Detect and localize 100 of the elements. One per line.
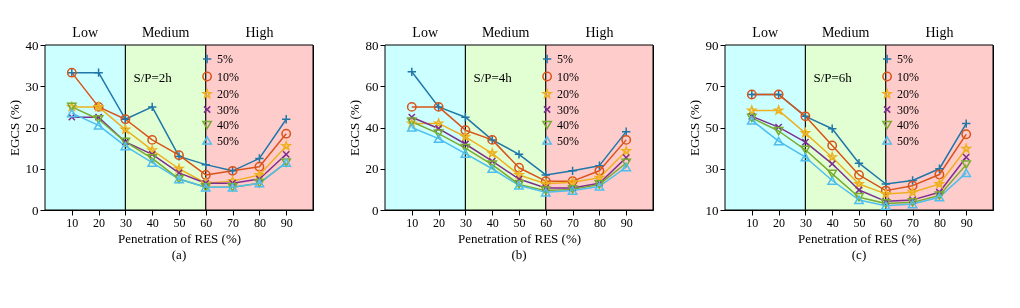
point (827, 176, 838, 185)
x-axis-title: Penetration of RES (%) (797, 230, 922, 246)
point (827, 140, 838, 151)
legend-label: 30% (557, 102, 580, 117)
y-tick-label: 90 (705, 37, 719, 53)
point (854, 158, 864, 169)
point (827, 169, 838, 179)
point (281, 128, 292, 139)
x-tick-label: 60 (200, 215, 213, 230)
text: (b) (511, 247, 527, 262)
point (433, 129, 444, 139)
point (828, 159, 837, 168)
point (854, 170, 864, 180)
x-tick-label: 80 (593, 215, 606, 230)
band-label: Low (72, 25, 99, 40)
x-tick-label: 50 (513, 215, 526, 230)
point (907, 187, 918, 197)
point (460, 149, 471, 159)
x-tick-label: 10 (746, 215, 759, 230)
y-tick-label: 40 (25, 37, 39, 53)
annotation: S/P=4h (473, 70, 513, 85)
annotation: S/P=2h (133, 70, 173, 85)
point (200, 159, 211, 170)
x-tick-label: 30 (119, 215, 132, 230)
x-tick-label: 20 (93, 215, 106, 230)
band-label: Low (412, 25, 439, 40)
y-tick-label: 40 (365, 120, 379, 135)
point (540, 170, 551, 180)
point (514, 162, 524, 173)
point (460, 125, 471, 136)
y-tick-label: 20 (365, 161, 379, 177)
point (147, 154, 158, 163)
y-tick-label: 30 (705, 161, 719, 177)
legend-label: 20% (217, 87, 240, 101)
point (487, 160, 498, 169)
point (621, 162, 632, 172)
legend-label: 40% (217, 118, 240, 132)
x-tick-label: 50 (173, 215, 186, 230)
y-tick-label: 0 (372, 202, 379, 218)
y-tick-label: 50 (705, 120, 719, 135)
legend-label: 50% (557, 133, 580, 148)
point (433, 118, 444, 128)
point (254, 161, 265, 172)
x-tick-label: 30 (459, 215, 472, 230)
x-tick-label: 90 (960, 215, 973, 230)
band-label: High (245, 25, 274, 40)
y-axis-title: EGCS (%) (6, 100, 22, 156)
y-tick-label: 70 (705, 78, 719, 94)
point (200, 170, 211, 180)
point (621, 158, 632, 168)
point (907, 180, 918, 191)
band-label: Medium (481, 25, 530, 40)
x-tick-label: 30 (799, 215, 812, 230)
legend-label: 5% (557, 52, 574, 66)
point (567, 165, 578, 176)
legend-label: 50% (897, 133, 920, 148)
point (773, 105, 784, 115)
point (934, 169, 945, 180)
x-tick-label: 40 (146, 215, 159, 230)
legend-label: 20% (897, 87, 920, 101)
x-tick-label: 80 (253, 215, 266, 230)
legend-label: 5% (217, 52, 234, 66)
x-tick-label: 70 (567, 215, 580, 230)
point (962, 153, 971, 162)
x-axis-title: Penetration of RES (%) (117, 230, 242, 246)
x-tick-label: 90 (280, 215, 293, 230)
point (460, 131, 471, 141)
y-tick-label: 20 (25, 120, 39, 135)
legend-label: 50% (217, 133, 240, 148)
x-tick-label: 70 (227, 215, 240, 230)
point (961, 168, 972, 178)
x-tick-label: 80 (933, 215, 946, 230)
y-axis-title: EGCS (%) (346, 100, 362, 156)
point (460, 112, 471, 123)
text: (c) (851, 247, 867, 262)
y-axis-title: EGCS (%) (686, 100, 702, 156)
point (93, 121, 104, 130)
legend-label: 30% (217, 102, 240, 117)
y-tick-label: 30 (25, 78, 39, 94)
point (406, 123, 417, 132)
point (621, 134, 632, 145)
x-tick-label: 50 (853, 215, 866, 230)
legend-label: 10% (217, 69, 240, 84)
point (120, 141, 131, 151)
band-label: High (585, 25, 614, 40)
x-tick-label: 20 (773, 215, 786, 230)
x-tick-label: 70 (907, 215, 920, 230)
legend-label: 30% (897, 102, 920, 117)
point (880, 179, 891, 189)
y-tick-label: 80 (365, 37, 379, 53)
x-tick-label: 40 (486, 215, 499, 230)
legend-label: 5% (897, 52, 914, 66)
x-tick-label: 40 (826, 215, 839, 230)
band-label: Medium (821, 25, 870, 40)
point (433, 134, 444, 144)
point (406, 101, 417, 112)
legend-label: 40% (897, 118, 920, 132)
point (66, 108, 77, 118)
y-tick-label: 10 (705, 202, 719, 218)
legend-label: 10% (897, 69, 920, 84)
